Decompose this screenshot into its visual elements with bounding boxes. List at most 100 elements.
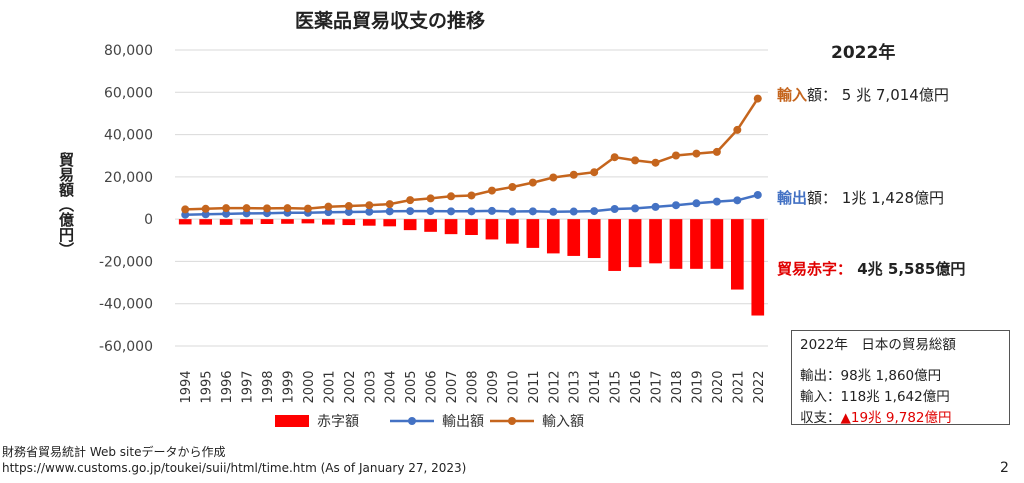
import-point [242,204,251,213]
import-point [549,173,558,182]
deficit-annotation-value: 4兆 5,585億円 [852,260,966,278]
export-point [631,204,640,213]
export-point [426,207,435,216]
y-tick-label: 40,000 [104,128,153,144]
x-tick-label: 2021 [731,370,746,403]
deficit-bar [178,219,192,225]
import-point [385,200,394,209]
trade-totals-box: 2022年 日本の貿易総額 輸出：98兆 1,860億円 輸入：118兆 1,6… [791,330,1010,426]
y-tick-label: -40,000 [99,297,153,313]
deficit-bar [567,219,581,256]
deficit-bar [240,219,253,225]
legend-label: 赤字額 [317,414,359,430]
deficit-bar [342,219,356,226]
export-point [692,199,701,208]
export-annotation-label: 輸出 [777,189,808,207]
totals-import-row: 輸入：118兆 1,642億円 [800,387,1001,408]
y-tick-label: -60,000 [99,339,153,355]
x-tick-label: 2007 [445,370,460,403]
totals-balance-value: ▲19兆 9,782億円 [840,410,952,426]
import-point [263,204,272,213]
import-point [406,196,415,205]
x-tick-label: 2001 [322,370,337,403]
totals-heading: 2022年 日本の貿易総額 [800,337,956,353]
import-annotation: 輸入額： 5 兆 7,014億円 [777,84,949,105]
export-annotation-value: 1兆 1,428億円 [837,189,945,207]
source-url: https://www.customs.go.jp/toukei/suii/ht… [2,461,467,475]
import-point [753,94,762,103]
totals-export-value: 98兆 1,860億円 [840,368,942,384]
import-point [569,170,578,179]
import-point [365,201,374,210]
x-tick-label: 2009 [486,370,501,403]
totals-balance-row: 収支：▲19兆 9,782億円 [800,408,1001,429]
export-point [671,201,680,210]
import-annotation-suffix: 額： [807,86,838,104]
import-point [447,192,456,201]
export-point [590,207,599,216]
x-tick-label: 2004 [384,370,399,403]
x-tick-label: 1999 [281,370,296,403]
import-point [651,158,660,167]
import-point [631,156,640,165]
year-heading: 2022年 [831,43,896,63]
totals-export-label: 輸出： [800,368,841,384]
x-tick-label: 2008 [466,370,481,403]
deficit-bar [587,219,601,259]
x-tick-label: 1996 [220,370,235,403]
x-tick-label: 1994 [179,370,194,403]
deficit-bar [301,219,315,224]
export-point [528,207,537,216]
import-point [671,151,680,160]
export-point [610,204,619,213]
import-point [508,183,517,192]
deficit-bar [546,219,560,254]
x-tick-label: 2011 [527,370,542,403]
deficit-bar [281,219,294,224]
import-point [487,186,496,195]
import-point [303,204,312,213]
x-tick-label: 2016 [629,370,644,403]
x-tick-label: 2018 [670,370,685,403]
export-point [344,207,353,216]
deficit-bar [690,219,703,269]
x-tick-label: 2017 [650,370,665,403]
import-point [324,202,333,211]
export-point [508,207,517,216]
x-tick-label: 1997 [241,370,256,403]
import-point [712,147,721,156]
deficit-annotation-label: 貿易赤字： [777,260,853,278]
import-point [344,202,353,211]
deficit-bar [608,219,621,271]
x-tick-label: 2006 [425,370,440,403]
x-tick-label: 2022 [752,370,767,403]
x-tick-label: 2005 [404,370,419,403]
import-point [528,178,537,187]
deficit-bar [526,219,540,248]
y-tick-label: 20,000 [104,170,153,186]
x-tick-label: 2003 [363,370,378,403]
import-point [692,149,701,158]
x-tick-label: 2002 [343,370,358,403]
import-annotation-label: 輸入 [777,86,808,104]
x-tick-label: 2013 [568,370,583,403]
totals-balance-label: 収支： [800,410,841,426]
export-point [487,206,496,215]
legend-label: 輸出額 [442,414,484,430]
export-point [569,207,578,216]
export-point [201,210,210,219]
y-tick-label: 60,000 [104,85,153,101]
y-axis-label: 貿易額（億円） [57,151,75,257]
x-tick-label: 2012 [547,370,562,403]
x-tick-label: 2010 [506,370,521,403]
totals-import-label: 輸入： [800,389,841,405]
x-tick-label: 2015 [609,370,624,403]
deficit-bar [219,219,233,225]
export-point [406,207,415,216]
deficit-bar [649,219,662,264]
deficit-bar [751,219,765,316]
deficit-bar [465,219,478,235]
deficit-bar [199,219,213,225]
x-tick-label: 2019 [690,370,705,403]
